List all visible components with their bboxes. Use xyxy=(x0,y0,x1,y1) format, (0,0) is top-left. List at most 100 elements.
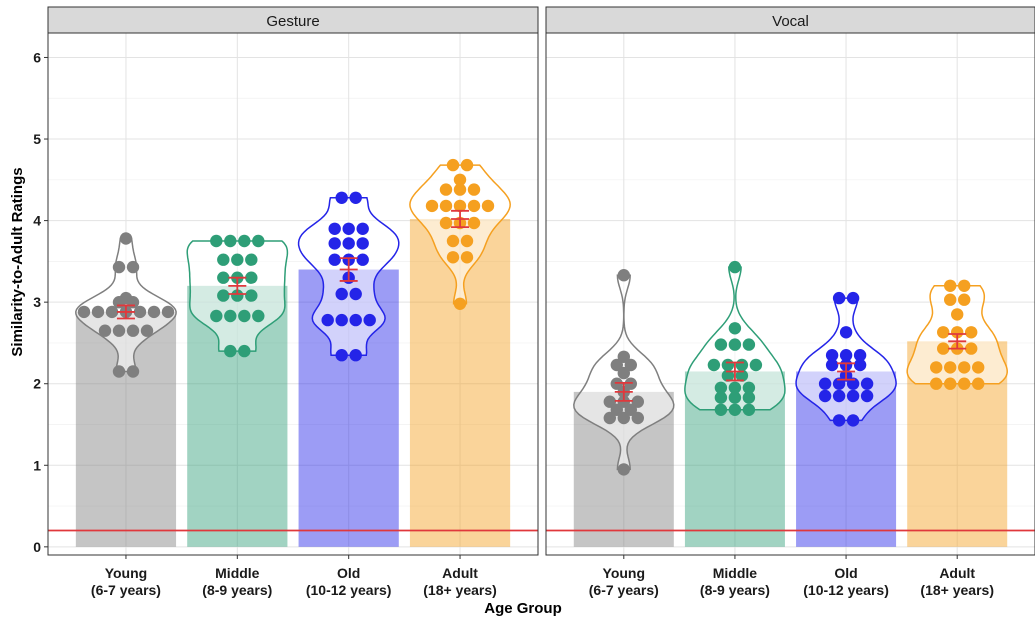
data-point xyxy=(930,377,943,390)
data-point xyxy=(453,297,467,310)
data-point xyxy=(937,326,950,339)
error-bar xyxy=(725,361,744,382)
data-point xyxy=(742,381,756,394)
data-point xyxy=(356,222,369,235)
data-point xyxy=(944,293,957,306)
data-point xyxy=(853,358,867,372)
error-bar xyxy=(451,209,470,229)
data-point xyxy=(112,324,126,337)
error-bar xyxy=(116,304,135,320)
data-point xyxy=(951,308,964,321)
data-point xyxy=(832,414,846,427)
data-point xyxy=(439,199,453,213)
data-point xyxy=(735,369,749,382)
data-point xyxy=(610,358,623,372)
data-point xyxy=(335,191,348,204)
data-point xyxy=(728,391,742,404)
data-point xyxy=(958,361,971,374)
x-tick-label: (8-9 years) xyxy=(700,582,770,598)
data-point xyxy=(335,349,348,362)
data-point xyxy=(231,253,244,266)
data-point xyxy=(363,313,376,327)
data-point xyxy=(467,183,481,196)
data-point xyxy=(832,291,846,305)
data-point xyxy=(245,271,258,284)
x-tick-label: Old xyxy=(337,565,360,581)
data-point xyxy=(944,377,957,390)
data-point xyxy=(839,326,853,339)
data-point xyxy=(728,381,742,394)
data-point xyxy=(818,377,832,390)
data-point xyxy=(631,395,644,408)
x-tick-label: Adult xyxy=(939,565,975,581)
panel-border xyxy=(47,32,539,556)
data-point xyxy=(624,403,637,416)
group-adult xyxy=(409,158,511,547)
data-point xyxy=(728,260,742,274)
data-point xyxy=(728,322,742,335)
data-point xyxy=(714,338,728,351)
y-tick-label: 1 xyxy=(33,457,41,473)
data-point xyxy=(860,389,874,403)
data-point xyxy=(728,338,742,351)
data-point xyxy=(224,344,237,358)
data-point xyxy=(617,269,630,282)
data-point xyxy=(224,234,237,248)
data-point xyxy=(721,358,735,372)
group-middle xyxy=(186,234,289,547)
data-point xyxy=(944,361,957,374)
data-point xyxy=(328,253,341,266)
data-point xyxy=(714,403,728,416)
facet-panels: Gesture Vocal xyxy=(47,6,1035,556)
data-point xyxy=(846,414,860,427)
data-point xyxy=(972,377,985,390)
y-tick-label: 3 xyxy=(33,294,41,310)
facet-strip-label: Vocal xyxy=(772,13,809,30)
data-point xyxy=(825,358,839,372)
x-tick-label: Young xyxy=(603,565,646,581)
error-bar xyxy=(228,276,247,295)
data-point xyxy=(749,358,763,372)
data-point xyxy=(825,349,839,362)
data-point xyxy=(446,251,460,264)
data-point xyxy=(231,289,244,302)
data-point xyxy=(126,324,140,337)
x-tick-label: (6-7 years) xyxy=(91,582,161,598)
x-axis: Young(6-7 years)Middle(8-9 years)Old(10-… xyxy=(91,555,994,598)
data-point xyxy=(328,237,341,250)
data-point xyxy=(453,183,467,196)
data-point xyxy=(721,369,735,382)
data-point xyxy=(965,326,978,339)
data-point xyxy=(349,287,362,301)
data-point xyxy=(349,313,362,327)
panel-vocal: Vocal xyxy=(545,6,1035,556)
data-point xyxy=(460,234,474,248)
x-tick-label: Old xyxy=(834,565,857,581)
data-point xyxy=(714,391,728,404)
data-point xyxy=(349,349,362,362)
data-point xyxy=(161,305,175,319)
data-point xyxy=(467,199,481,213)
error-bar xyxy=(339,257,358,282)
panel-border xyxy=(545,32,1035,556)
data-point xyxy=(617,350,630,363)
data-point xyxy=(238,344,251,358)
facet-strip xyxy=(545,6,1035,34)
x-tick-label: Middle xyxy=(215,565,260,581)
y-tick-label: 6 xyxy=(33,49,41,65)
group-old xyxy=(297,191,400,547)
data-point xyxy=(349,191,362,204)
data-point xyxy=(91,305,105,319)
data-point xyxy=(210,234,223,248)
data-point xyxy=(944,279,957,292)
data-point xyxy=(603,411,616,425)
x-tick-label: (18+ years) xyxy=(423,582,497,598)
data-point xyxy=(147,305,161,319)
data-point xyxy=(335,287,348,301)
data-point xyxy=(958,293,971,306)
data-point xyxy=(217,271,230,284)
data-point xyxy=(937,342,950,355)
data-point xyxy=(105,305,119,319)
data-point xyxy=(77,305,91,319)
data-point xyxy=(112,365,126,378)
